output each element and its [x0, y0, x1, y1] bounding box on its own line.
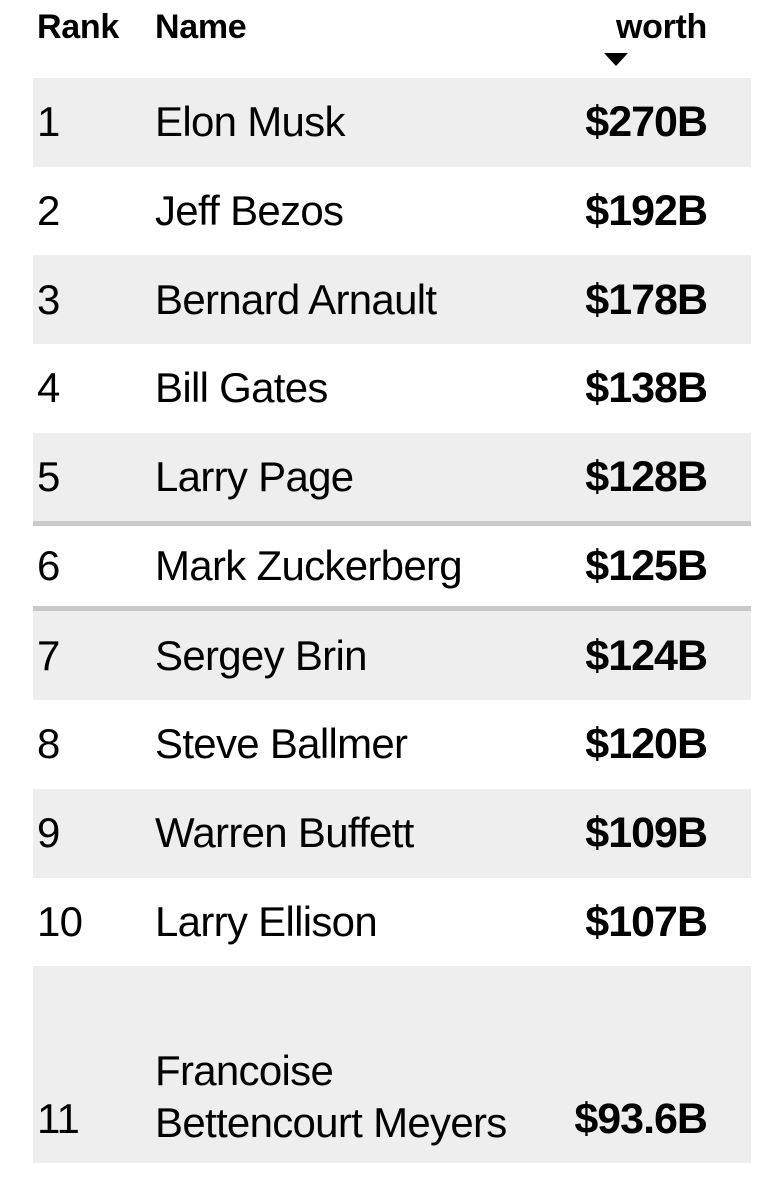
table-row[interactable]: 9 Warren Buffett $109B: [33, 788, 751, 878]
table-row[interactable]: 5 Larry Page $128B: [33, 432, 751, 522]
billionaires-ranking-table: Rank Name worth 1 Elon Musk $270B 2 Jeff…: [33, 0, 751, 1164]
rank-cell: 7: [37, 631, 60, 679]
worth-cell: $270B: [585, 98, 708, 147]
table-row[interactable]: 8 Steve Ballmer $120B: [33, 700, 751, 789]
table-row[interactable]: 10 Larry Ellison $107B: [33, 877, 751, 967]
name-cell: Jeff Bezos: [155, 187, 344, 235]
worth-cell: $93.6B: [574, 1095, 708, 1144]
name-cell: Bernard Arnault: [155, 275, 437, 323]
worth-cell: $109B: [585, 809, 708, 858]
table-row[interactable]: 3 Bernard Arnault $178B: [33, 255, 751, 345]
column-header-worth-label: worth: [615, 8, 707, 46]
table-row[interactable]: 4 Bill Gates $138B: [33, 344, 751, 433]
table-row[interactable]: 7 Sergey Brin $124B: [33, 611, 751, 701]
table-row[interactable]: 1 Elon Musk $270B: [33, 78, 751, 167]
name-cell: Elon Musk: [155, 98, 345, 146]
column-header-rank[interactable]: Rank: [37, 8, 119, 46]
table-row[interactable]: 11 Francoise Bettencourt Meyers $93.6B: [33, 966, 751, 1164]
rank-cell: 10: [37, 897, 83, 945]
name-cell: Steve Ballmer: [155, 720, 408, 768]
name-cell: Larry Page: [155, 453, 354, 501]
name-cell: Warren Buffett: [155, 809, 414, 857]
rank-cell: 1: [37, 98, 60, 146]
rank-cell: 3: [37, 275, 60, 323]
rank-cell: 4: [37, 364, 60, 412]
sort-descending-triangle-icon[interactable]: [604, 53, 628, 66]
rank-cell: 5: [37, 453, 60, 501]
name-cell: Francoise Bettencourt Meyers: [155, 1047, 507, 1147]
rank-cell: 8: [37, 720, 60, 768]
name-cell: Larry Ellison: [155, 897, 378, 945]
worth-cell: $125B: [585, 542, 708, 591]
rank-cell: 11: [37, 1095, 80, 1143]
column-header-name[interactable]: Name: [155, 8, 247, 46]
rank-cell: 2: [37, 187, 60, 235]
worth-cell: $124B: [585, 631, 708, 680]
worth-cell: $128B: [585, 453, 708, 502]
name-cell: Mark Zuckerberg: [155, 542, 463, 590]
worth-cell: $120B: [585, 720, 708, 769]
worth-cell: $107B: [585, 897, 708, 946]
rank-cell: 9: [37, 809, 60, 857]
worth-cell: $192B: [585, 187, 708, 236]
table-header-row: Rank Name worth: [33, 0, 751, 78]
worth-cell: $138B: [585, 364, 708, 413]
worth-cell: $178B: [585, 275, 708, 324]
table-row[interactable]: 2 Jeff Bezos $192B: [33, 166, 751, 256]
rank-cell: 6: [37, 542, 60, 590]
column-header-worth[interactable]: worth: [515, 0, 751, 66]
name-cell: Sergey Brin: [155, 631, 367, 679]
name-cell: Bill Gates: [155, 364, 328, 412]
table-row-highlighted[interactable]: 6 Mark Zuckerberg $125B: [33, 521, 751, 612]
